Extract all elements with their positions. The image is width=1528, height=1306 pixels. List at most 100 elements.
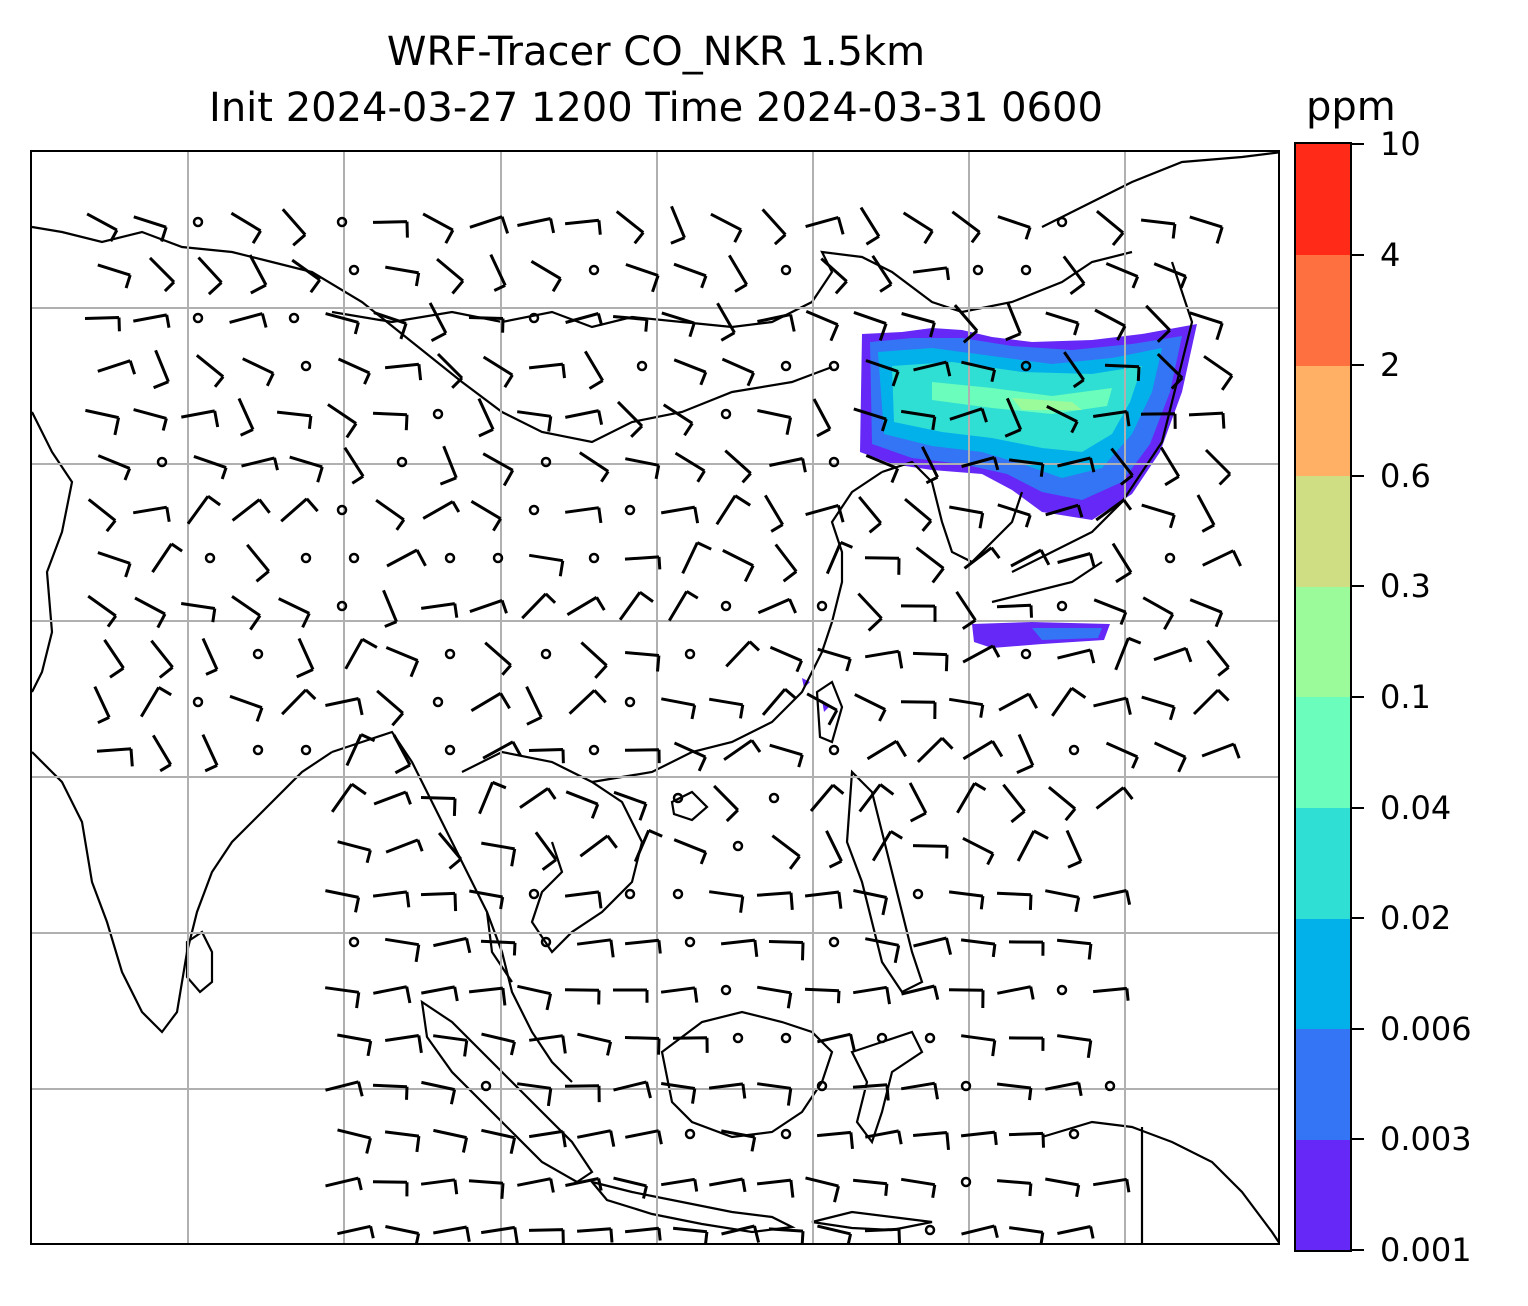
wind-barb (469, 215, 510, 234)
colorbar-tick (1352, 696, 1364, 698)
wind-barb (373, 311, 408, 340)
calm-wind-marker (684, 936, 696, 948)
coast-india (32, 751, 333, 1034)
calm-wind-marker (432, 408, 444, 420)
calm-wind-marker (528, 312, 540, 324)
wind-barb (825, 541, 853, 575)
calm-wind-marker (876, 1032, 888, 1044)
wind-barb (805, 310, 840, 342)
colorbar-segment (1296, 254, 1350, 366)
wind-barb (246, 543, 270, 583)
wind-barb (912, 651, 949, 672)
calm-wind-marker (1164, 552, 1176, 564)
wind-barb (278, 597, 311, 629)
wind-barb (1140, 412, 1177, 429)
wind-barb (433, 1128, 469, 1153)
colorbar-tick-label: 0.02 (1380, 899, 1452, 938)
wind-barb (720, 938, 759, 957)
calm-wind-marker (540, 648, 552, 660)
wind-barb (432, 1034, 469, 1057)
calm-wind-marker (1068, 1128, 1080, 1140)
wind-barb (962, 739, 1004, 761)
wind-barb (757, 313, 796, 332)
wind-barb (468, 316, 505, 333)
calm-wind-marker (768, 792, 780, 804)
wind-barb (230, 211, 262, 244)
wind-barb (1189, 311, 1224, 341)
wind-barb (858, 495, 882, 534)
coast-south-china (591, 471, 883, 784)
wind-barb (148, 256, 176, 293)
calm-wind-marker (828, 744, 840, 756)
map-canvas (32, 152, 1278, 1243)
wind-barb (757, 409, 793, 436)
wind-barb (900, 604, 937, 622)
wind-barb (673, 262, 708, 289)
wind-barb (481, 1032, 516, 1056)
wind-barb (564, 506, 603, 524)
wind-barb (439, 445, 458, 486)
wind-barb (913, 936, 953, 955)
wind-barb (901, 312, 936, 338)
wind-barb (948, 988, 985, 1009)
wind-barb (1008, 940, 1045, 956)
calm-wind-marker (588, 264, 600, 276)
calm-wind-marker (348, 552, 360, 564)
wind-barb (577, 1032, 613, 1056)
colorbar-unit: ppm (1306, 84, 1396, 130)
wind-barb (804, 987, 841, 1004)
wind-barb (1045, 311, 1080, 336)
colorbar-tick-label: 0.3 (1380, 567, 1431, 606)
wind-barb (84, 316, 121, 332)
wind-barb (1065, 829, 1083, 869)
wind-barb (433, 936, 472, 954)
wind-barb (681, 541, 712, 575)
calm-wind-marker (636, 360, 648, 372)
wind-barb (774, 543, 798, 583)
calm-wind-marker (204, 552, 216, 564)
wind-barb (960, 1130, 998, 1146)
wind-barb (1008, 458, 1045, 477)
calm-wind-marker (540, 456, 552, 468)
wind-barb (1095, 786, 1134, 810)
colorbar-tick-label: 2 (1380, 346, 1401, 385)
wind-barb (577, 1129, 616, 1147)
calm-wind-marker (780, 1032, 792, 1044)
wind-barb (521, 592, 557, 620)
colorbar-tick-label: 0.003 (1380, 1120, 1472, 1159)
coast-indochina (461, 750, 644, 954)
wind-barb (103, 639, 125, 679)
wind-barb (661, 697, 697, 720)
wind-barb (384, 1034, 423, 1054)
calm-wind-marker (432, 696, 444, 708)
wind-barb (248, 254, 268, 295)
wind-barb (953, 304, 979, 344)
wind-barb (133, 215, 168, 242)
colorbar-tick-label: 0.006 (1380, 1009, 1472, 1048)
calm-wind-marker (192, 312, 204, 324)
wind-barb (1111, 542, 1133, 584)
wind-barb (470, 500, 502, 532)
wind-barb (384, 362, 423, 381)
calm-wind-marker (720, 600, 732, 612)
wind-barb (525, 686, 543, 726)
wind-barb (337, 1224, 375, 1239)
wind-barb (86, 212, 119, 243)
wind-barb (672, 1036, 709, 1053)
wind-barb (613, 988, 649, 1003)
wind-barb (624, 1036, 661, 1055)
wind-barb (97, 263, 132, 289)
wind-barb (949, 505, 985, 529)
wind-barb (325, 1080, 364, 1097)
wind-barb (1057, 1225, 1095, 1239)
wind-barb (996, 891, 1033, 910)
calm-wind-marker (1056, 216, 1068, 228)
wind-barb (1192, 688, 1230, 716)
wind-barb (820, 257, 848, 295)
wind-barb (961, 360, 997, 383)
wind-barb (871, 254, 893, 293)
wind-barb (564, 218, 602, 235)
wind-barb (337, 1033, 373, 1057)
wind-barb (133, 313, 171, 328)
wind-barb (708, 890, 745, 913)
